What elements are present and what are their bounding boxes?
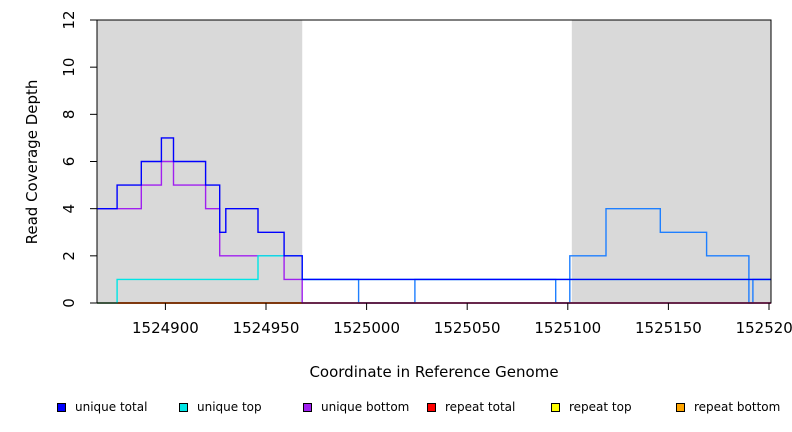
x-tick-label: 1525000 [333, 319, 400, 337]
x-tick-label: 1524950 [233, 319, 300, 337]
legend-swatch [57, 402, 66, 412]
legend-label: repeat total [445, 400, 516, 414]
legend-swatch [179, 402, 188, 412]
legend-label: repeat bottom [694, 400, 781, 414]
y-tick-label: 4 [60, 204, 78, 214]
series-line-unique-bottom [97, 160, 771, 304]
legend-label: unique bottom [321, 400, 410, 414]
series-line-unique-total [97, 137, 771, 281]
y-tick-label: 12 [60, 10, 78, 29]
x-tick-label: 1525050 [434, 319, 501, 337]
y-axis-title: Read Coverage Depth [23, 80, 41, 245]
y-tick-label: 0 [60, 298, 78, 308]
shaded-region-2 [571, 20, 771, 303]
y-tick-label: 8 [60, 110, 78, 120]
y-tick-label: 10 [60, 58, 78, 77]
y-tick-label: 2 [60, 251, 78, 261]
legend-item-unique-top: unique top [179, 400, 262, 414]
x-tick-label: 1525150 [635, 319, 702, 337]
legend-label: unique total [75, 400, 148, 414]
legend-label: repeat top [569, 400, 632, 414]
shaded-regions [97, 20, 771, 303]
legend-swatch [303, 402, 312, 412]
legend-item-repeat-total: repeat total [427, 400, 515, 414]
legend-item-repeat-top: repeat top [551, 400, 632, 414]
series-line-combined [302, 208, 771, 304]
legend-label: unique top [197, 400, 262, 414]
y-tick-label: 6 [60, 157, 78, 167]
legend-swatch [676, 402, 685, 412]
x-axis-title: Coordinate in Reference Genome [309, 363, 558, 381]
x-tick-label: 1524900 [132, 319, 199, 337]
legend: unique total unique top unique bottom repea… [0, 400, 792, 420]
y-axis: 0 2 4 6 8 10 12 [60, 10, 97, 308]
legend-item-repeat-bottom: repeat bottom [676, 400, 780, 414]
x-axis: 1524900 1524950 1525000 1525050 1525100 15251… [132, 303, 792, 337]
legend-swatch [551, 402, 560, 412]
legend-item-unique-total: unique total [57, 400, 147, 414]
legend-swatch [427, 402, 436, 412]
legend-item-unique-bottom: unique bottom [303, 400, 409, 414]
x-tick-label: 1525100 [534, 319, 601, 337]
